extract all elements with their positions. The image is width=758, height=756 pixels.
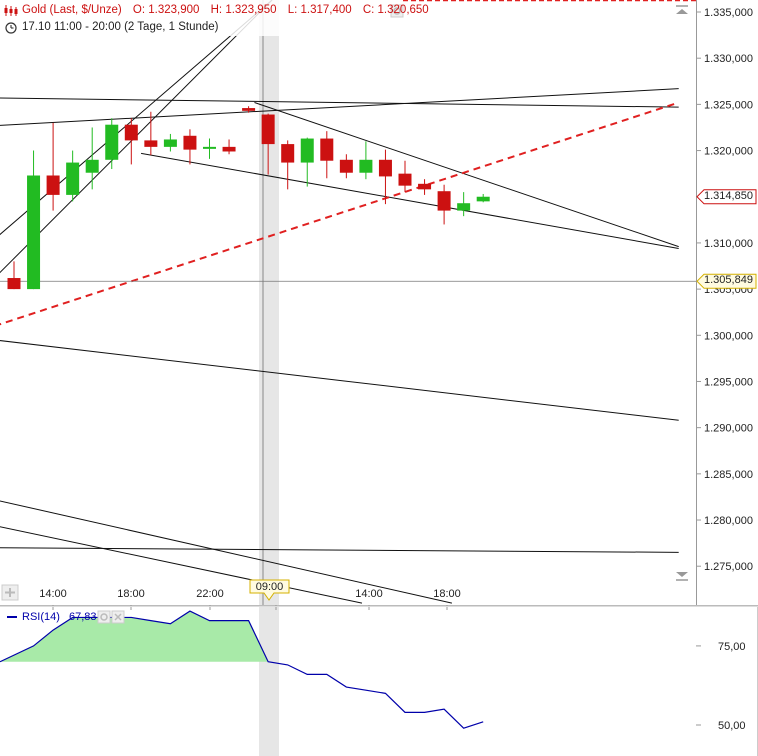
price-tick-label-2: 1.325,000 bbox=[704, 99, 753, 111]
crosshair-time-label: 09:00 bbox=[255, 581, 284, 593]
low-value: L: 1.317,400 bbox=[287, 4, 352, 16]
candle-body-18 bbox=[359, 159, 373, 173]
rsi-line bbox=[0, 610, 484, 729]
candle-body-16 bbox=[320, 138, 334, 161]
candle-body-11 bbox=[222, 146, 236, 152]
last-price-label: 1.314,850 bbox=[704, 189, 753, 202]
candle-body-22 bbox=[437, 191, 451, 211]
trendline-5 bbox=[254, 102, 679, 248]
chart-header: Gold (Last, $/Unze) O: 1.323,900 H: 1.32… bbox=[22, 4, 429, 16]
rsi-value: 67,83 bbox=[68, 611, 97, 623]
rsi-overbought-fill bbox=[0, 611, 269, 662]
candle-body-23 bbox=[457, 203, 471, 211]
candle-body-2 bbox=[46, 175, 60, 195]
trendline-9 bbox=[0, 526, 363, 604]
trendline-6 bbox=[0, 101, 680, 326]
close-value: C: 1.320,650 bbox=[362, 4, 429, 16]
rsi-label: RSI(14) bbox=[22, 611, 60, 623]
scroll-down-icon[interactable] bbox=[676, 572, 688, 581]
price-tick-label-9: 1.290,000 bbox=[704, 423, 753, 435]
candle-body-5 bbox=[105, 124, 119, 160]
candle-body-7 bbox=[144, 140, 158, 147]
candle-body-0 bbox=[7, 278, 21, 290]
time-tick-label-5: 18:00 bbox=[433, 588, 461, 600]
price-tick-label-0: 1.335,000 bbox=[704, 7, 753, 19]
candle-body-19 bbox=[378, 159, 392, 177]
rsi-legend: RSI(14) 67,83 bbox=[22, 611, 97, 623]
candle-body-3 bbox=[66, 162, 80, 195]
open-value: O: 1.323,900 bbox=[132, 4, 200, 16]
candle-body-1 bbox=[27, 175, 41, 290]
clock-icon bbox=[5, 22, 17, 34]
time-tick-label-4: 14:00 bbox=[355, 588, 383, 600]
header-background bbox=[0, 0, 403, 36]
candle-body-6 bbox=[124, 124, 138, 141]
candle-body-20 bbox=[398, 173, 412, 186]
trendline-1 bbox=[0, 0, 273, 236]
candle-body-15 bbox=[300, 138, 314, 163]
rsi-tick-label-0: 75,00 bbox=[718, 641, 746, 653]
rsi-settings-icon[interactable] bbox=[97, 610, 111, 624]
trendline-7 bbox=[0, 340, 679, 421]
hline-price-badge bbox=[696, 273, 757, 289]
trendline-2 bbox=[0, 97, 679, 108]
price-tick-label-11: 1.280,000 bbox=[704, 515, 753, 527]
settings-icon[interactable] bbox=[390, 4, 404, 18]
hline-price-label: 1.305,849 bbox=[704, 274, 753, 287]
rsi-tick-label-1: 50,00 bbox=[718, 720, 746, 732]
trendline-8 bbox=[0, 500, 453, 604]
price-tick-label-7: 1.300,000 bbox=[704, 330, 753, 342]
price-tick-label-1: 1.330,000 bbox=[704, 53, 753, 65]
period-label: 17.10 11:00 - 20:00 (2 Tage, 1 Stunde) bbox=[22, 21, 219, 33]
high-value: H: 1.323,950 bbox=[210, 4, 277, 16]
candle-body-10 bbox=[203, 146, 216, 149]
candle-body-13 bbox=[261, 114, 275, 145]
candle-body-12 bbox=[242, 108, 256, 111]
trendline-3 bbox=[0, 88, 679, 126]
price-tick-label-3: 1.320,000 bbox=[704, 146, 753, 158]
last-price-badge bbox=[696, 189, 757, 205]
trendline-4 bbox=[140, 152, 679, 249]
expand-icon[interactable] bbox=[1, 584, 19, 601]
candle-body-17 bbox=[339, 159, 353, 173]
time-tick-label-1: 18:00 bbox=[117, 588, 145, 600]
candlestick-chart-icon bbox=[4, 5, 18, 16]
price-tick-label-5: 1.310,000 bbox=[704, 238, 753, 250]
trendline-10 bbox=[0, 547, 679, 553]
instrument-name: Gold (Last, $/Unze) bbox=[22, 4, 122, 16]
price-tick-label-12: 1.275,000 bbox=[704, 561, 753, 573]
candle-body-24 bbox=[476, 196, 490, 202]
time-tick-label-2: 22:00 bbox=[196, 588, 224, 600]
time-tick-label-0: 14:00 bbox=[39, 588, 67, 600]
candle-body-21 bbox=[418, 183, 432, 190]
price-tick-label-8: 1.295,000 bbox=[704, 376, 753, 388]
scroll-up-icon[interactable] bbox=[676, 5, 688, 14]
candle-body-9 bbox=[183, 135, 197, 150]
rsi-close-icon[interactable] bbox=[111, 610, 125, 624]
rsi-crosshair-band bbox=[259, 607, 279, 756]
candle-body-4 bbox=[85, 159, 99, 173]
candle-body-8 bbox=[163, 139, 177, 147]
candle-body-14 bbox=[281, 144, 295, 163]
crosshair-band bbox=[259, 0, 279, 605]
crosshair-time-badge bbox=[249, 579, 290, 601]
price-tick-label-10: 1.285,000 bbox=[704, 469, 753, 481]
